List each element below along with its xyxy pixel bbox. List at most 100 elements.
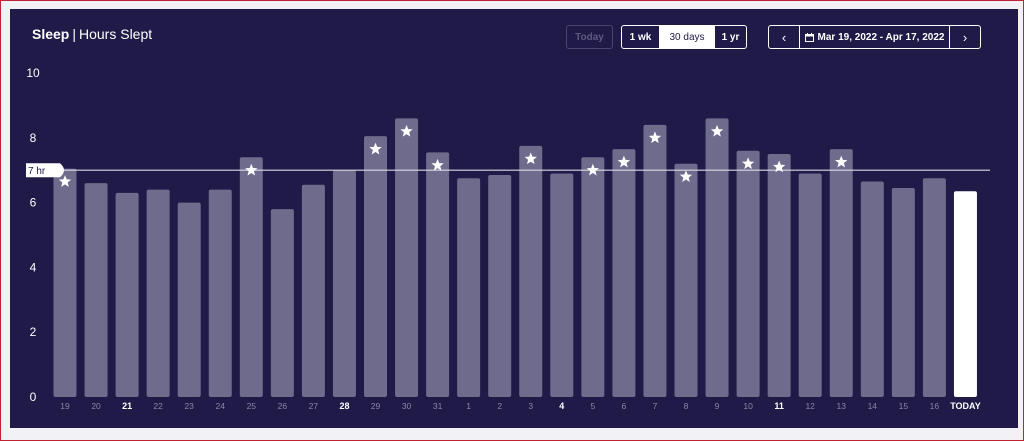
goal-met-star-icon: [524, 152, 537, 165]
bar: [270, 209, 294, 397]
bar: [736, 150, 760, 397]
chevron-left-icon: ‹: [781, 29, 787, 45]
x-tick-label: 14: [868, 401, 878, 411]
goal-met-star-icon: [58, 175, 72, 187]
bar: [612, 149, 636, 397]
x-tick-label: 4: [559, 401, 564, 411]
goal-met-star-icon: [400, 124, 413, 137]
x-tick-label: 24: [216, 401, 226, 411]
bar: [208, 189, 232, 397]
bar: [488, 175, 512, 397]
bar: [922, 178, 946, 397]
next-period-button[interactable]: ›: [949, 26, 980, 48]
x-tick-label: 19: [60, 401, 70, 411]
x-tick-label: 16: [930, 401, 940, 411]
goal-met-star-icon: [617, 155, 631, 168]
date-range-label: Mar 19, 2022 - Apr 17, 2022: [817, 31, 945, 43]
x-tick-label: 27: [309, 401, 319, 411]
x-tick-label: 8: [684, 401, 689, 411]
bar: [53, 168, 77, 397]
x-tick-label: 13: [837, 401, 847, 411]
bar: [239, 157, 263, 397]
goal-line-tag: [26, 163, 64, 178]
x-tick-label: 11: [774, 401, 784, 411]
range-1wk-button[interactable]: 1 wk: [629, 31, 652, 43]
bar: [643, 124, 667, 397]
x-tick-label: 21: [122, 401, 132, 411]
bar: [767, 154, 791, 397]
x-tick-label: 1: [466, 401, 471, 411]
goal-met-star-icon: [741, 157, 755, 170]
x-tick-label: 30: [402, 401, 412, 411]
x-tick-label: 23: [184, 401, 194, 411]
calendar-icon: [804, 32, 814, 42]
goal-met-star-icon: [586, 163, 600, 176]
range-1yr-button[interactable]: 1 yr: [721, 31, 740, 43]
x-tick-label: 15: [899, 401, 909, 411]
title-main: Sleep: [32, 26, 70, 42]
bar: [177, 202, 201, 397]
x-tick-label: 2: [497, 401, 502, 411]
goal-met-star-icon: [835, 155, 848, 168]
chart-title: Sleep | Hours Slept: [32, 26, 152, 42]
date-navigator: ‹ Mar 19, 2022 - Apr 17, 2022 ›: [768, 25, 981, 49]
bar: [115, 192, 139, 397]
bar: [860, 181, 884, 397]
x-tick-label: TODAY: [950, 401, 981, 411]
goal-met-star-icon: [648, 131, 662, 144]
bar: [395, 118, 419, 398]
y-tick-label: 8: [30, 131, 37, 145]
x-tick-label: 12: [805, 401, 815, 411]
bar: [705, 118, 729, 398]
x-tick-label: 5: [590, 401, 595, 411]
goal-met-star-icon: [772, 160, 786, 173]
bar-today: [953, 191, 977, 397]
goal-met-star-icon: [431, 158, 444, 171]
bar: [550, 173, 574, 397]
y-tick-label: 0: [30, 390, 37, 404]
bar: [829, 149, 853, 397]
range-selector: 1 wk 30 days 1 yr: [621, 25, 747, 49]
x-tick-label: 29: [371, 401, 381, 411]
goal-met-star-icon: [679, 170, 693, 182]
goal-line-label: 7 hr: [28, 166, 46, 177]
date-range-button[interactable]: Mar 19, 2022 - Apr 17, 2022: [800, 26, 949, 48]
bar: [301, 184, 325, 397]
title-separator: |: [72, 26, 76, 42]
bar: [457, 178, 481, 397]
y-tick-label: 10: [26, 66, 40, 80]
y-tick-label: 2: [30, 325, 37, 339]
x-tick-label: 22: [153, 401, 163, 411]
x-tick-label: 25: [247, 401, 257, 411]
title-sub: Hours Slept: [79, 26, 153, 42]
range-30days-button[interactable]: 30 days: [659, 26, 715, 48]
goal-met-star-icon: [369, 142, 382, 155]
bar: [798, 173, 822, 397]
bar: [332, 170, 356, 397]
x-tick-label: 26: [278, 401, 288, 411]
today-button[interactable]: Today: [566, 25, 613, 49]
x-tick-label: 6: [622, 401, 627, 411]
bar: [364, 136, 387, 397]
goal-met-star-icon: [245, 163, 258, 176]
goal-met-star-icon: [710, 124, 724, 137]
bar: [674, 163, 698, 397]
bar: [146, 189, 170, 397]
bar: [426, 152, 450, 397]
bar: [519, 145, 543, 397]
y-tick-label: 6: [30, 196, 37, 210]
x-tick-label: 31: [433, 401, 443, 411]
chevron-right-icon: ›: [962, 29, 968, 45]
x-tick-label: 28: [339, 401, 349, 411]
x-tick-label: 7: [653, 401, 658, 411]
x-tick-label: 9: [715, 401, 720, 411]
bar: [581, 157, 605, 397]
previous-period-button[interactable]: ‹: [769, 26, 800, 48]
x-tick-label: 20: [91, 401, 101, 411]
x-tick-label: 3: [528, 401, 533, 411]
bar: [84, 183, 108, 397]
bar: [891, 188, 915, 397]
x-tick-label: 10: [743, 401, 753, 411]
y-tick-label: 4: [30, 260, 37, 274]
